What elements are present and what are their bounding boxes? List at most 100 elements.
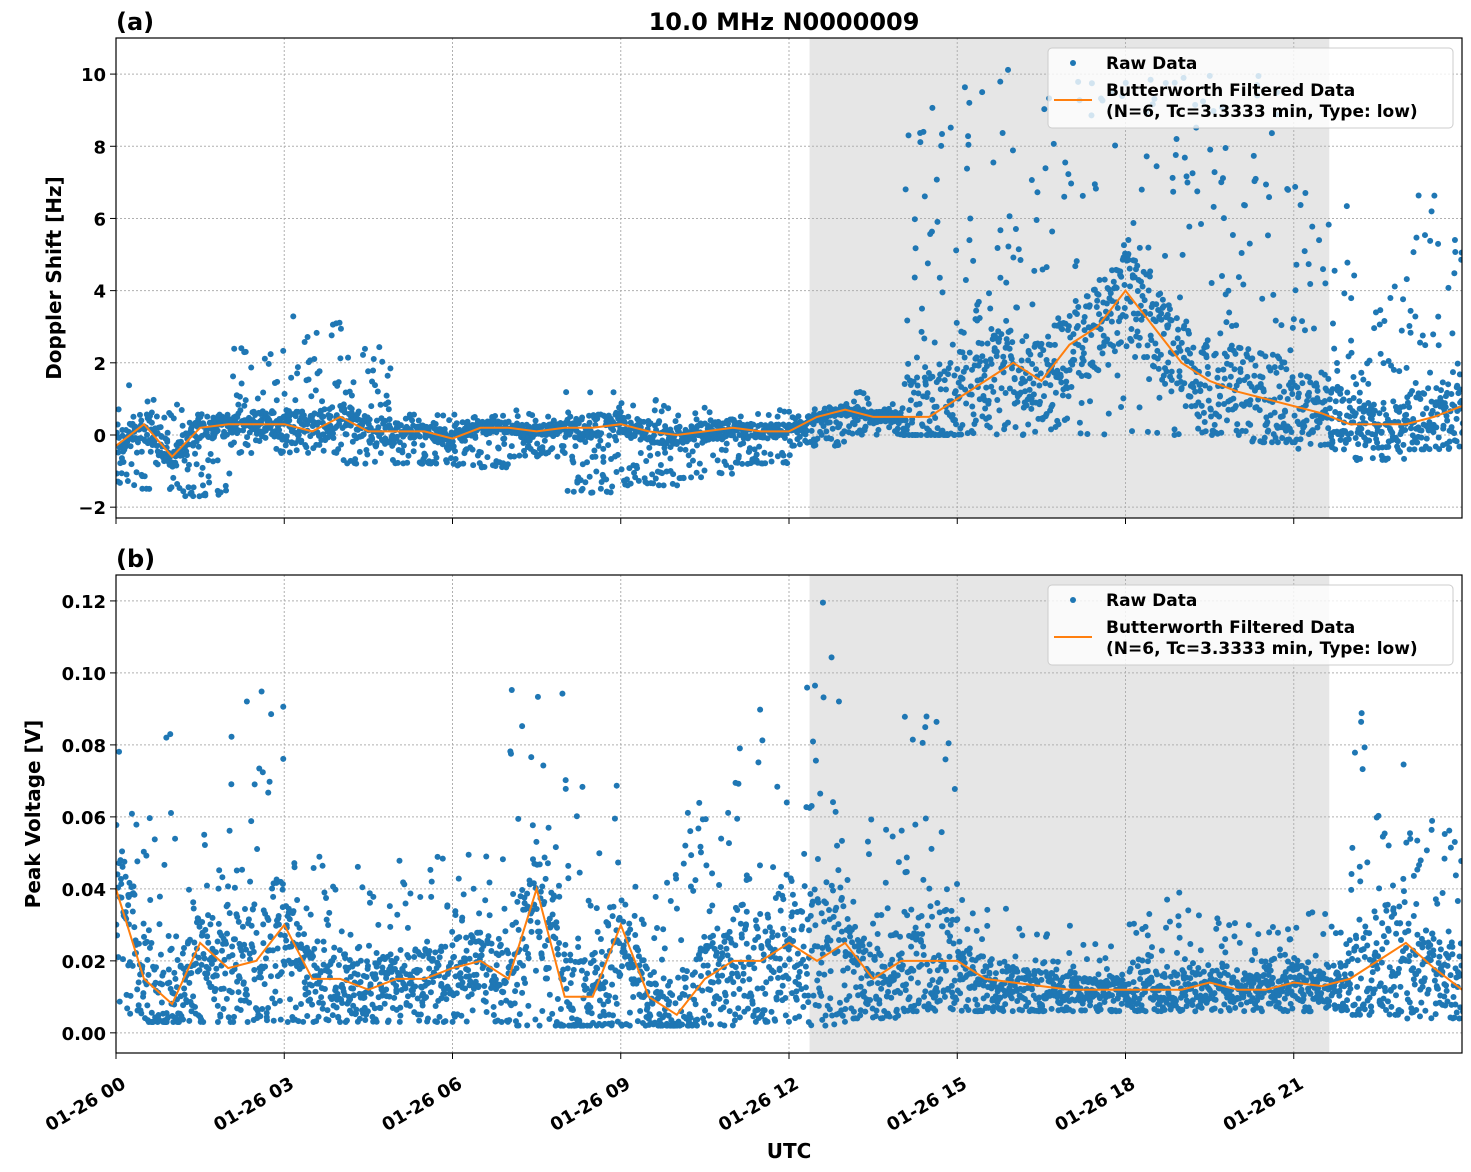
raw-data-point <box>450 443 457 450</box>
raw-data-point <box>1018 357 1025 364</box>
raw-data-point <box>1271 364 1278 371</box>
raw-data-point <box>964 165 971 172</box>
raw-data-point <box>1132 354 1139 361</box>
raw-data-point <box>968 366 975 373</box>
raw-data-point <box>1176 294 1183 301</box>
raw-data-point <box>783 871 790 878</box>
raw-data-point <box>230 373 237 380</box>
y-tick-label: 8 <box>93 137 106 158</box>
raw-data-point <box>235 918 242 925</box>
raw-data-point <box>204 933 211 940</box>
raw-data-point <box>270 893 277 900</box>
raw-data-point <box>1031 267 1038 274</box>
raw-data-point <box>1407 307 1414 314</box>
raw-data-point <box>1238 250 1245 257</box>
raw-data-point <box>808 427 815 434</box>
raw-data-point <box>689 457 696 464</box>
raw-data-point <box>501 980 508 987</box>
raw-data-point <box>180 488 187 495</box>
raw-data-point <box>515 815 522 822</box>
raw-data-point <box>365 368 372 375</box>
raw-data-point <box>1252 175 1259 182</box>
raw-data-point <box>936 274 943 281</box>
raw-data-point <box>719 972 726 979</box>
raw-data-point <box>238 448 245 455</box>
raw-data-point <box>1343 203 1350 210</box>
raw-data-point <box>260 940 267 947</box>
raw-data-point <box>1196 413 1203 420</box>
raw-data-point <box>1223 319 1230 326</box>
raw-data-point <box>1290 316 1297 323</box>
raw-data-point <box>386 993 393 1000</box>
raw-data-point <box>116 821 120 828</box>
raw-data-point <box>569 457 576 464</box>
raw-data-point <box>472 978 479 985</box>
raw-data-point <box>1007 327 1014 334</box>
raw-data-point <box>954 365 961 372</box>
raw-data-point <box>1137 278 1144 285</box>
raw-data-point <box>802 963 809 970</box>
raw-data-point <box>1070 331 1077 338</box>
raw-data-point <box>396 1018 403 1025</box>
raw-data-point <box>553 924 560 931</box>
raw-data-point <box>124 478 131 485</box>
raw-data-point <box>463 934 470 941</box>
raw-data-point <box>244 442 251 449</box>
raw-data-point <box>1329 386 1336 393</box>
raw-data-point <box>1415 390 1422 397</box>
raw-data-point <box>1387 294 1394 301</box>
raw-data-point <box>937 386 944 393</box>
raw-data-point <box>118 880 125 887</box>
raw-data-point <box>1458 256 1462 263</box>
raw-data-point <box>717 944 724 951</box>
raw-data-point <box>835 423 842 430</box>
raw-data-point <box>661 945 668 952</box>
raw-data-point <box>780 896 787 903</box>
raw-data-point <box>241 402 248 409</box>
raw-data-point <box>788 877 795 884</box>
raw-data-point <box>796 433 803 440</box>
raw-data-point <box>634 1018 641 1025</box>
raw-data-point <box>508 686 515 693</box>
raw-data-point <box>1062 159 1069 166</box>
raw-data-point <box>1337 390 1344 397</box>
raw-data-point <box>710 932 717 939</box>
raw-data-point <box>274 945 281 952</box>
raw-data-point <box>1065 323 1072 330</box>
raw-data-point <box>730 979 737 986</box>
raw-data-point <box>962 386 969 393</box>
raw-data-point <box>350 992 357 999</box>
raw-data-point <box>692 877 699 884</box>
raw-data-point <box>236 975 243 982</box>
raw-data-point <box>667 897 674 904</box>
raw-data-point <box>849 430 856 437</box>
raw-data-point <box>394 459 401 466</box>
raw-data-point <box>973 307 980 314</box>
raw-data-point <box>609 981 616 988</box>
raw-data-point <box>655 482 662 489</box>
raw-data-point <box>286 449 293 456</box>
y-tick-label: 2 <box>93 354 106 375</box>
raw-data-point <box>409 417 416 424</box>
raw-data-point <box>128 461 135 468</box>
raw-data-point <box>1174 335 1181 342</box>
raw-data-point <box>1436 446 1443 453</box>
raw-data-point <box>709 870 716 877</box>
raw-data-point <box>138 417 145 424</box>
raw-data-point <box>288 970 295 977</box>
raw-data-point <box>714 925 721 932</box>
raw-data-point <box>356 1015 363 1022</box>
raw-data-point <box>449 942 456 949</box>
raw-data-point <box>1241 202 1248 209</box>
raw-data-point <box>1350 373 1357 380</box>
raw-data-point <box>750 944 757 951</box>
raw-data-point <box>864 395 871 402</box>
raw-data-point <box>167 731 174 738</box>
raw-data-point <box>129 962 136 969</box>
raw-data-point <box>935 376 942 383</box>
raw-data-point <box>1108 318 1115 325</box>
raw-data-point <box>124 438 131 445</box>
raw-data-point <box>808 947 815 954</box>
raw-data-point <box>988 383 995 390</box>
raw-data-point <box>910 378 917 385</box>
